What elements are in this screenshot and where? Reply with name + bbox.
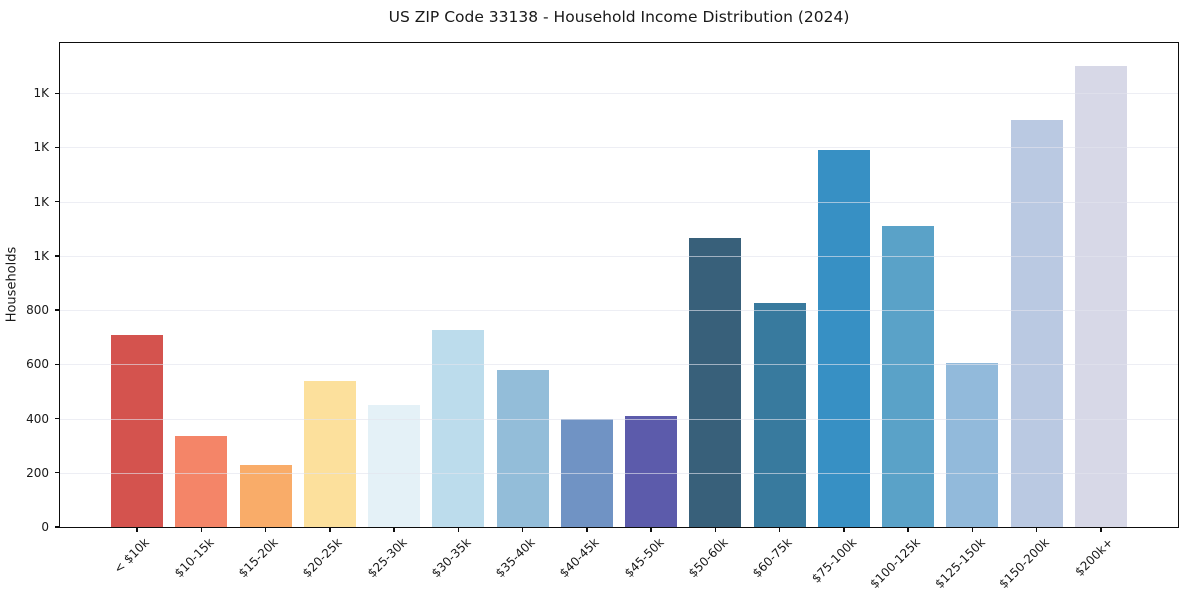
x-tick-label: $25-30k xyxy=(364,535,410,581)
x-tick-mark xyxy=(457,527,460,532)
x-tick-label: $20-25k xyxy=(300,535,346,581)
y-tick-label: 1K xyxy=(33,248,49,263)
bar-45-50k xyxy=(625,415,678,527)
y-tick-mark xyxy=(55,309,60,311)
x-tick-mark xyxy=(1035,527,1038,532)
x-tick-label: < $10k xyxy=(111,535,153,577)
x-tick-label: $125-150k xyxy=(931,535,988,590)
y-tick-mark xyxy=(55,417,60,420)
y-tick-label: 1K xyxy=(33,194,49,209)
x-tick-label: $100-125k xyxy=(867,535,924,590)
y-tick-mark xyxy=(55,472,60,474)
x-tick-mark xyxy=(264,527,267,532)
x-tick-label: $10-15k xyxy=(171,535,217,581)
y-tick-mark xyxy=(55,363,60,365)
x-tick-label: $35-40k xyxy=(492,535,538,581)
x-tick-mark xyxy=(1100,527,1102,532)
bar-200k xyxy=(1074,66,1127,527)
bar-50-60k xyxy=(689,238,742,527)
x-tick-mark xyxy=(971,527,974,532)
y-tick-mark xyxy=(55,526,60,528)
y-tick-label: 800 xyxy=(26,303,49,318)
x-tick-label: $75-100k xyxy=(808,535,860,586)
bar-10k xyxy=(111,334,164,527)
x-tick-label: $30-35k xyxy=(428,535,474,581)
x-tick-mark xyxy=(136,527,138,532)
x-tick-label: $150-200k xyxy=(996,535,1052,590)
x-tick-mark xyxy=(843,527,845,532)
bar-25-30k xyxy=(368,405,421,527)
y-tick-mark xyxy=(55,255,60,257)
bar-125-150k xyxy=(946,363,999,527)
x-tick-label: $40-45k xyxy=(557,535,603,581)
bar-40-45k xyxy=(560,418,613,527)
bar-20-25k xyxy=(303,380,356,527)
y-tick-label: 1K xyxy=(33,140,49,155)
x-tick-mark xyxy=(714,527,717,532)
x-tick-label: $50-60k xyxy=(685,535,731,581)
y-tick-mark xyxy=(55,200,60,203)
bar-15-20k xyxy=(239,464,292,527)
bar-10-15k xyxy=(175,436,228,527)
y-tick-label: 1K xyxy=(33,86,49,101)
y-tick-label: 400 xyxy=(26,411,49,426)
x-tick-mark xyxy=(200,527,203,532)
x-tick-mark xyxy=(521,527,524,532)
x-tick-label: $200k+ xyxy=(1072,535,1117,579)
bar-100-125k xyxy=(882,226,935,527)
x-tick-mark xyxy=(586,527,588,532)
bar-60-75k xyxy=(753,303,806,527)
plot-area: < $10k $10-15k $15-20k $20-25k $25-30k $30-35… xyxy=(26,42,1179,590)
y-tick-label: 0 xyxy=(41,520,49,534)
y-axis-label: Households xyxy=(4,246,20,323)
bar-35-40k xyxy=(496,369,549,527)
x-tick-mark xyxy=(778,527,781,532)
y-tick-label: 200 xyxy=(26,465,49,480)
x-tick-label: $60-75k xyxy=(749,535,795,581)
bar-30-35k xyxy=(432,330,485,527)
x-tick-mark xyxy=(329,527,331,532)
chart-title: US ZIP Code 33138 - Household Income Dis… xyxy=(388,8,850,26)
x-tick-mark xyxy=(393,527,395,532)
x-tick-mark xyxy=(907,527,909,532)
y-tick-mark xyxy=(55,146,60,149)
x-tick-label: $15-20k xyxy=(235,535,281,581)
y-tick-label: 600 xyxy=(26,357,49,372)
bar-75-100k xyxy=(817,150,870,527)
y-tick-mark xyxy=(55,92,60,94)
bar-150-200k xyxy=(1010,120,1063,527)
gridline-y-1600 xyxy=(60,93,1178,95)
x-tick-label: $45-50k xyxy=(621,535,667,581)
x-tick-mark xyxy=(650,527,652,532)
